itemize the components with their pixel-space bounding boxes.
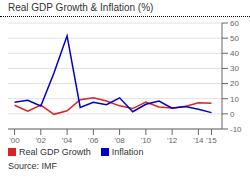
svg-text:'10: '10 [141,136,152,145]
html-text:Real GDP Growth: Real GDP Growth [19,147,91,157]
svg-text:'04: '04 [62,136,73,145]
svg-text:-10: -10 [230,125,242,134]
svg-text:20: 20 [230,79,239,88]
html-text:Source: IMF: Source: IMF [8,161,57,171]
svg-text:10: 10 [230,95,239,104]
svg-text:'15: '15 [206,136,217,145]
svg-text:'00: '00 [9,136,20,145]
svg-text:'02: '02 [36,136,47,145]
svg-text:0: 0 [230,110,235,119]
svg-text:'08: '08 [114,136,125,145]
svg-text:50: 50 [230,34,239,43]
svg-text:40: 40 [230,49,239,58]
svg-text:'12: '12 [167,136,178,145]
svg-text:30: 30 [230,64,239,73]
html-text:Inflation: Inflation [111,147,144,157]
svg-text:'06: '06 [88,136,99,145]
html-text:Real GDP Growth & Inflation (%: Real GDP Growth & Inflation (%) [8,2,154,13]
svg-text:'14: '14 [193,136,204,145]
svg-text:60: 60 [230,19,239,28]
